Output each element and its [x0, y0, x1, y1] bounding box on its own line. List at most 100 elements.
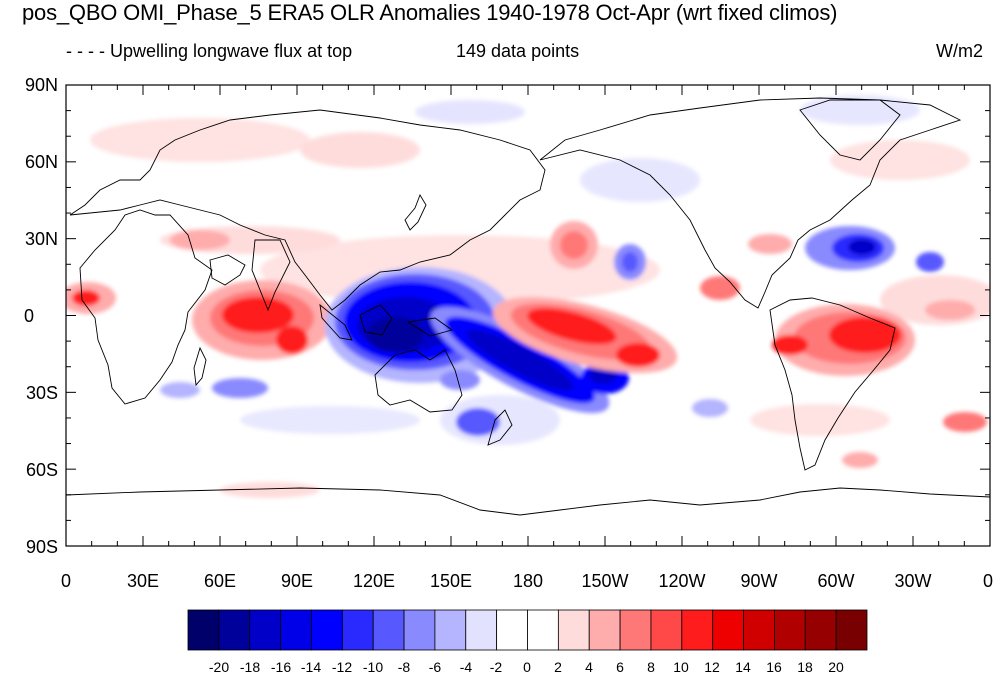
y-tick-label: 30S [26, 383, 58, 403]
coastline-india [251, 239, 291, 312]
colorbar-label: -2 [490, 659, 503, 675]
anomaly-blob [212, 378, 268, 398]
anomaly-blob [170, 230, 230, 250]
colorbar-swatch [403, 609, 436, 651]
colorbar-swatch [527, 609, 559, 651]
anomaly-blob [616, 343, 660, 367]
anomaly-blob [772, 335, 808, 355]
x-tick-label: 120W [658, 571, 705, 591]
anomaly-blob [925, 300, 975, 320]
colorbar-label: 2 [554, 659, 562, 675]
anomaly-blob [830, 140, 970, 180]
colorbar-swatch [434, 609, 467, 651]
y-tick-label: 90N [25, 75, 58, 95]
colorbar-label: 16 [766, 659, 782, 675]
anomaly-blob [367, 317, 423, 353]
coastline-sumatra [319, 303, 353, 341]
colorbar-swatch [588, 609, 621, 651]
anomaly-blob [580, 158, 700, 202]
x-tick-label: 150W [581, 571, 628, 591]
colorbar-label: -12 [332, 659, 352, 675]
figure-title: pos_QBO OMI_Phase_5 ERA5 OLR Anomalies 1… [22, 0, 838, 25]
coastlines [66, 97, 990, 516]
colorbar-swatch [619, 609, 652, 651]
colorbar-swatch [743, 609, 775, 651]
x-tick-label: 30W [894, 571, 931, 591]
colorbar-swatch [496, 609, 528, 651]
y-tick-label: 30N [25, 229, 58, 249]
colorbar-swatch [557, 609, 590, 651]
coastline-japan [404, 193, 427, 231]
colorbar-label: 10 [673, 659, 689, 675]
anomaly-blob [829, 317, 901, 353]
anomaly-blob [466, 329, 574, 391]
colorbar-swatch [187, 609, 220, 651]
anomaly-blob [622, 252, 638, 272]
colorbar-label: 8 [647, 659, 655, 675]
colorbar-swatch [372, 609, 405, 651]
anomaly-blob [440, 370, 480, 390]
anomaly-blob [160, 382, 200, 398]
coastline-newguinea [406, 317, 454, 337]
y-tick-label: 60N [25, 152, 58, 172]
colorbar-label: -18 [240, 659, 260, 675]
colorbar-label: -14 [301, 659, 321, 675]
anomaly-blob [700, 276, 740, 300]
center-subtitle: 149 data points [456, 41, 580, 61]
colorbar-swatch [218, 609, 251, 651]
colorbar-swatch [681, 609, 714, 651]
anomaly-blob [90, 118, 310, 162]
x-tick-label: 120E [353, 571, 395, 591]
anomaly-blob [800, 95, 920, 125]
coastline-arabia [209, 254, 246, 286]
x-tick-label: 0 [61, 571, 71, 591]
anomaly-blob [415, 100, 525, 124]
anomaly-blob [943, 412, 987, 432]
colorbar-label: -4 [460, 659, 473, 675]
x-tick-label: 90W [740, 571, 777, 591]
anomaly-blob [848, 239, 876, 255]
colorbar-swatch [465, 609, 498, 651]
colorbar-label: 12 [704, 659, 720, 675]
colorbar-swatch [774, 609, 806, 651]
colorbar-label: -8 [398, 659, 411, 675]
colorbar-label: 4 [585, 659, 593, 675]
colorbar-label: -20 [209, 659, 229, 675]
colorbar-label: -6 [429, 659, 442, 675]
anomaly-blob [842, 452, 878, 468]
left-subtitle: - - - - Upwelling longwave flux at top [66, 41, 353, 61]
units-label: W/m2 [936, 41, 983, 61]
axis-ticks [65, 84, 991, 547]
coastline-eurasia [69, 109, 546, 311]
y-tick-label: 0 [24, 306, 34, 326]
anomaly-blob [456, 408, 500, 436]
colorbar-label: 18 [797, 659, 813, 675]
colorbar-swatch [835, 609, 868, 651]
coastline-north-america [539, 97, 962, 309]
x-tick-label: 150E [430, 571, 472, 591]
coastline-south-america [769, 297, 896, 471]
anomaly-blob [276, 326, 308, 354]
anomaly-field [66, 95, 990, 498]
coastline-australia [374, 349, 463, 413]
colorbar-swatch [804, 609, 837, 651]
colorbar-label: 20 [828, 659, 844, 675]
coastline-madagascar [193, 346, 207, 387]
coastline-antarctica [66, 487, 990, 516]
colorbar-swatch [341, 609, 374, 651]
x-tick-label: 0 [983, 571, 993, 591]
colorbar-label: -10 [363, 659, 383, 675]
anomaly-blob [560, 231, 588, 259]
x-tick-label: 60W [817, 571, 854, 591]
coastline-greenland [799, 99, 901, 161]
x-tick-label: 180 [513, 571, 543, 591]
colorbar-swatch [311, 609, 343, 651]
anomaly-blob [527, 308, 617, 345]
colorbar-label: -16 [271, 659, 291, 675]
x-tick-label: 30E [127, 571, 159, 591]
x-tick-label: 60E [204, 571, 236, 591]
colorbar-swatch [280, 609, 312, 651]
anomaly-blob [916, 252, 944, 272]
anomaly-blob [692, 399, 728, 417]
